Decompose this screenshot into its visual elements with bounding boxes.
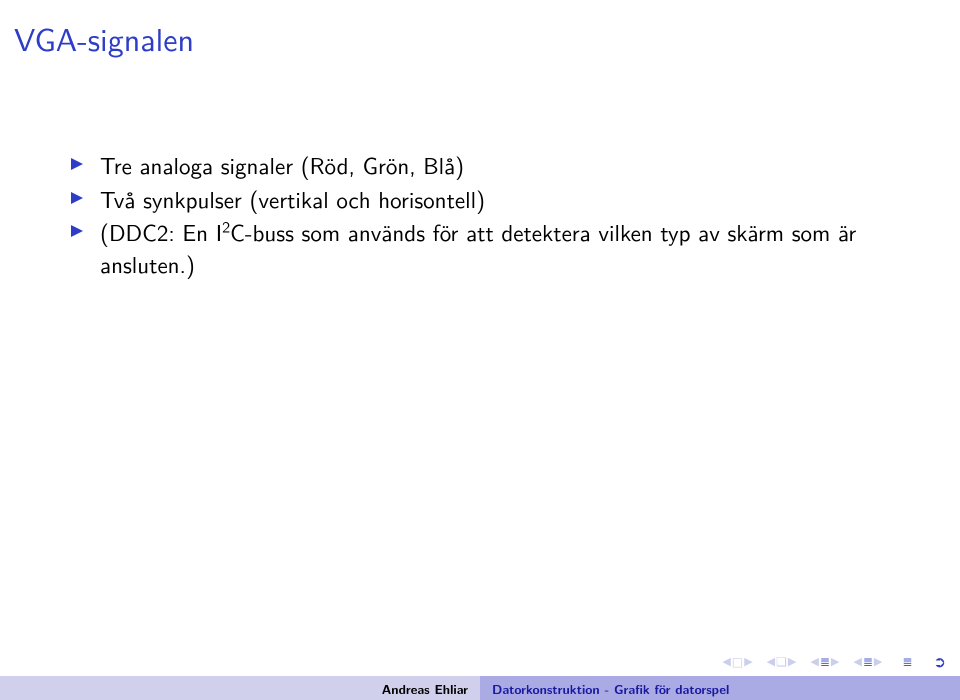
nav-section-icon[interactable]: ≣ <box>863 652 873 670</box>
nav-prev-icon[interactable]: ◀ <box>853 653 861 669</box>
nav-prev-icon[interactable]: ◀ <box>810 653 818 669</box>
triangle-bullet-icon <box>70 224 84 238</box>
nav-frame-icon[interactable]: ❏ <box>776 652 787 670</box>
nav-circulate-icon[interactable]: ➲ <box>933 650 946 672</box>
nav-appendix-icon[interactable]: ≣ <box>902 652 912 670</box>
nav-frame-group[interactable]: ◀ ❏ ▶ <box>767 652 797 670</box>
list-item: Två synkpulser (vertikal och horisontell… <box>70 184 920 216</box>
nav-section-group[interactable]: ◀ ≣ ▶ <box>853 652 882 670</box>
list-item: Tre analoga signaler (Röd, Grön, Blå) <box>70 150 920 182</box>
beamer-nav-symbols: ◀ □ ▶ ◀ ❏ ▶ ◀ ≣ ▶ ◀ ≣ ▶ ≣ ➲ <box>722 650 946 672</box>
bullet-text: Två synkpulser (vertikal och horisontell… <box>100 182 485 216</box>
content-area: Tre analoga signaler (Röd, Grön, Blå) Tv… <box>70 150 920 283</box>
nav-prev-icon[interactable]: ◀ <box>722 653 730 669</box>
nav-next-icon[interactable]: ▶ <box>874 653 882 669</box>
nav-slide-icon[interactable]: □ <box>732 652 743 670</box>
footer-title: Datorkonstruktion - Grafik för datorspel <box>480 676 960 700</box>
bullet-text: Tre analoga signaler (Röd, Grön, Blå) <box>100 148 464 182</box>
triangle-bullet-icon <box>70 191 84 205</box>
nav-subsection-icon[interactable]: ≣ <box>820 652 830 670</box>
bullet-list: Tre analoga signaler (Röd, Grön, Blå) Tv… <box>70 150 920 281</box>
slide-title: VGA-signalen <box>14 14 194 61</box>
footer-author: Andreas Ehliar <box>0 676 480 700</box>
triangle-bullet-icon <box>70 157 84 171</box>
nav-subsection-group[interactable]: ◀ ≣ ▶ <box>810 652 839 670</box>
bullet-text: (DDC2: En I2C-buss som används för att d… <box>100 215 856 281</box>
list-item: (DDC2: En I2C-buss som används för att d… <box>70 217 920 280</box>
nav-next-icon[interactable]: ▶ <box>788 653 796 669</box>
footer: Andreas Ehliar Datorkonstruktion - Grafi… <box>0 676 960 700</box>
nav-prev-icon[interactable]: ◀ <box>767 653 775 669</box>
nav-next-icon[interactable]: ▶ <box>744 653 752 669</box>
nav-slide-group[interactable]: ◀ □ ▶ <box>722 652 752 670</box>
nav-next-icon[interactable]: ▶ <box>831 653 839 669</box>
